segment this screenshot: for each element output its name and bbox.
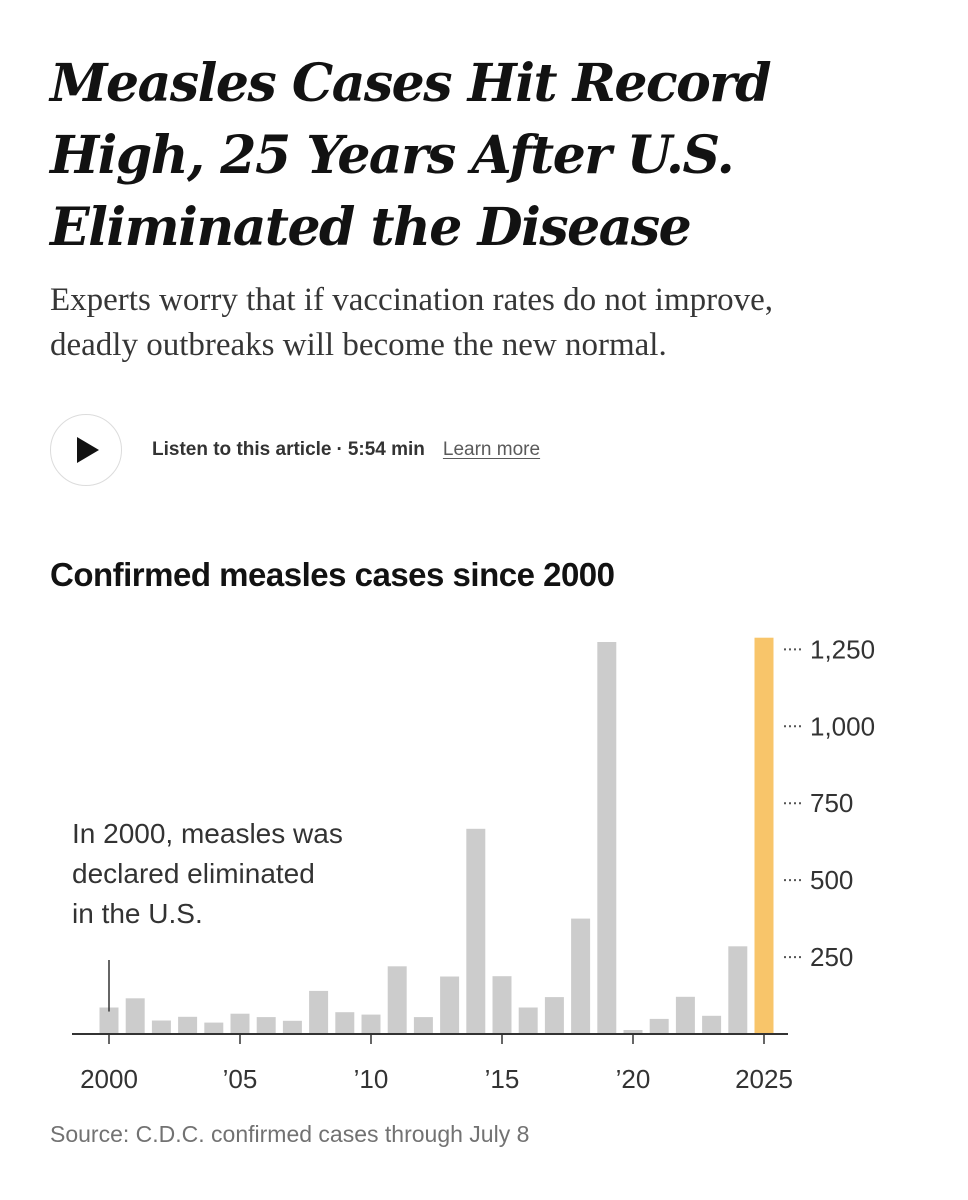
headline-line: Eliminated the Disease: [50, 197, 692, 258]
y-tick-label: 1,000: [810, 711, 875, 741]
play-icon: [77, 437, 99, 463]
bar: [649, 1018, 669, 1034]
dek-line: deadly outbreaks will become the new nor…: [50, 327, 667, 363]
headline-line: High, 25 Years After U.S.: [50, 125, 735, 186]
y-tick-label: 750: [810, 788, 853, 818]
bar: [597, 642, 617, 1034]
bar: [125, 998, 145, 1034]
bar: [387, 966, 407, 1034]
x-tick-label: ’05: [223, 1064, 258, 1094]
bar: [230, 1013, 250, 1034]
audio-separator: ·: [336, 439, 343, 460]
dek-line: Experts worry that if vaccination rates …: [50, 282, 774, 318]
bar: [702, 1015, 722, 1034]
bar: [178, 1016, 198, 1034]
bar: [361, 1014, 381, 1034]
bar: [151, 1020, 171, 1034]
y-tick-label: 250: [810, 942, 853, 972]
headline-line: Measles Cases Hit Record: [50, 53, 772, 114]
bar: [440, 976, 460, 1034]
bar: [256, 1017, 276, 1034]
audio-player: Listen to this article · 5:54 min Learn …: [50, 412, 540, 488]
bar: [309, 990, 329, 1034]
bar: [282, 1020, 302, 1034]
x-tick-label: 2000: [80, 1064, 138, 1094]
annotation-text: in the U.S.: [72, 898, 203, 929]
bar: [466, 828, 486, 1034]
annotation-text: declared eliminated: [72, 858, 315, 889]
bar: [623, 1030, 643, 1034]
y-tick-label: 500: [810, 865, 853, 895]
bar: [544, 997, 564, 1034]
source-note: Source: C.D.C. confirmed cases through J…: [50, 1121, 530, 1147]
x-tick-label: ’15: [485, 1064, 520, 1094]
bar: [518, 1007, 538, 1034]
audio-duration: 5:54 min: [347, 439, 425, 460]
bar: [204, 1022, 224, 1034]
bar: [571, 918, 591, 1034]
x-tick-label: 2025: [735, 1064, 793, 1094]
bar: [728, 946, 748, 1034]
learn-more-link[interactable]: Learn more: [442, 439, 541, 460]
summary-dek: Experts worry that if vaccination rates …: [50, 278, 940, 368]
y-tick-label: 1,250: [810, 634, 875, 664]
measles-bar-chart: 2000 ’05 ’10 ’15 ’20 2025 250 500 750 1,000 1,250 I…: [72, 634, 875, 1094]
bar: [492, 976, 512, 1034]
play-button[interactable]: [50, 414, 122, 486]
x-tick-label: ’20: [616, 1064, 651, 1094]
headline: Measles Cases Hit Record High, 25 Years …: [50, 48, 910, 264]
bar: [335, 1012, 355, 1034]
chart-title: Confirmed measles cases since 2000: [50, 556, 615, 593]
annotation-text: In 2000, measles was: [72, 818, 343, 849]
bar: [675, 996, 695, 1034]
x-tick-label: ’10: [354, 1064, 389, 1094]
listen-label: Listen to this article: [152, 439, 332, 460]
bar: [413, 1017, 433, 1034]
bar-highlight: [754, 637, 774, 1034]
bar: [99, 1007, 119, 1034]
